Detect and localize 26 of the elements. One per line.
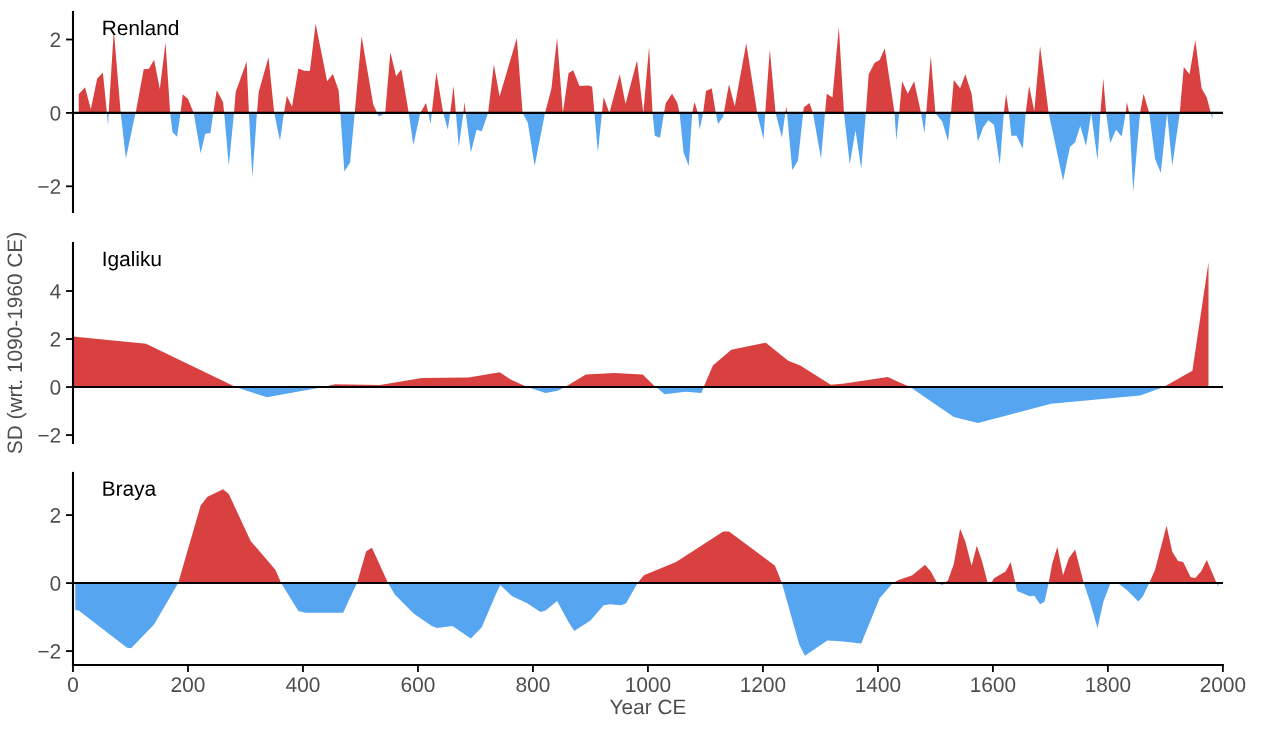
x-tick-label: 1800: [1086, 677, 1131, 693]
chart-title: Renland: [103, 19, 178, 36]
y-tick-label: 2: [50, 332, 61, 347]
y-tick-label: 2: [50, 508, 61, 523]
x-tick-label: 1400: [856, 677, 901, 693]
x-tick-label: 800: [516, 677, 550, 693]
x-axis-title: Year CE: [609, 699, 686, 715]
chart-title: Braya: [103, 481, 157, 501]
chart-title: Igaliku: [103, 250, 161, 271]
x-tick-label: 400: [286, 677, 320, 693]
x-tick-label: 1000: [626, 677, 671, 693]
y-tick-label: −2: [38, 644, 61, 659]
y-tick-label: 4: [50, 284, 61, 299]
y-tick-label: −2: [38, 179, 61, 194]
x-tick-label: 1600: [971, 677, 1016, 693]
y-tick-label: 0: [50, 576, 61, 591]
x-tick-label: 1200: [741, 677, 786, 693]
y-tick-label: 0: [50, 380, 61, 395]
y-tick-label: 0: [50, 105, 61, 121]
x-tick-label: 600: [401, 677, 435, 693]
x-tick-label: 2000: [1200, 677, 1246, 693]
x-tick-label: 0: [68, 677, 78, 693]
y-tick-label: −2: [38, 428, 61, 443]
y-axis-title: SD (wrt. 1090-1960 CE): [6, 233, 27, 454]
x-tick-label: 200: [171, 677, 205, 693]
y-tick-label: 2: [50, 32, 61, 48]
